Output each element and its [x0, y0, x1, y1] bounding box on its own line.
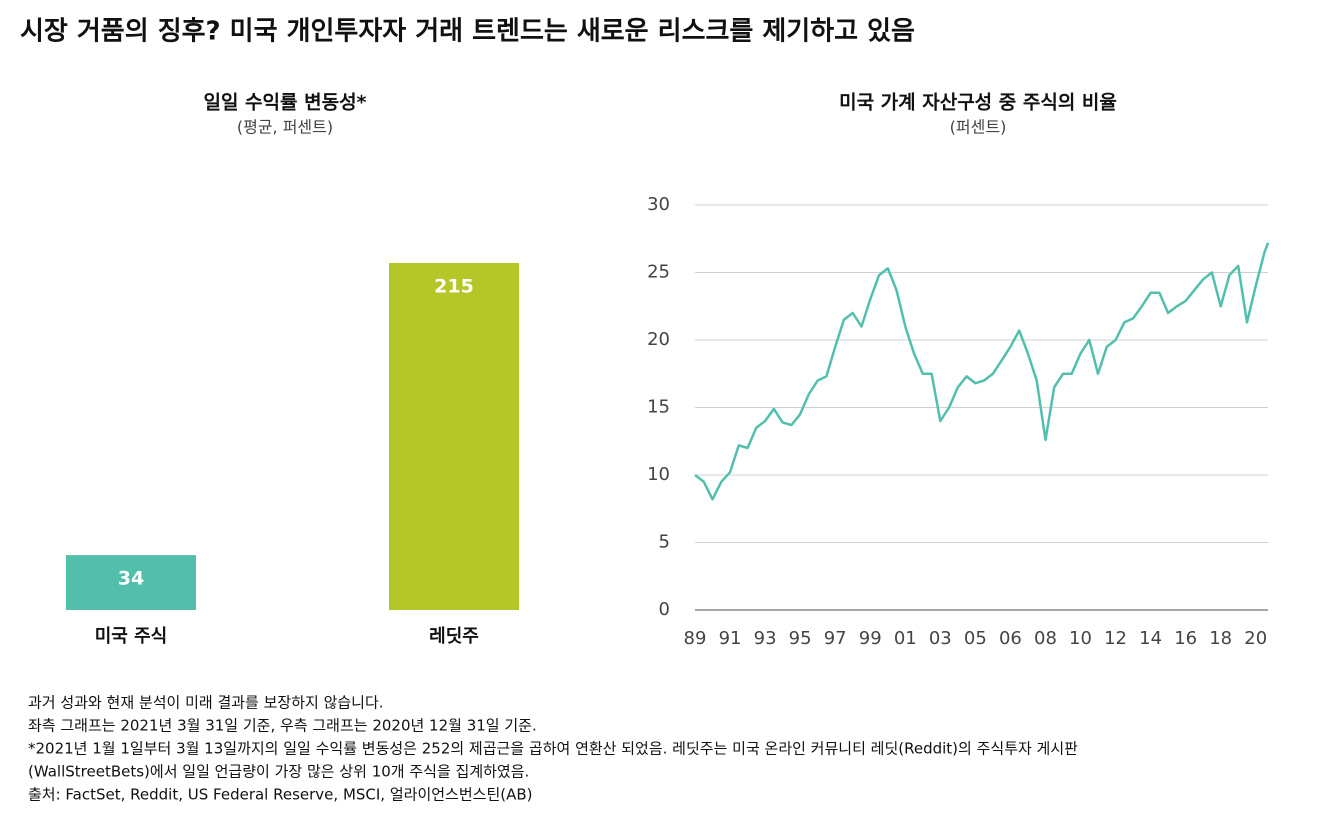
x-tick-label: 06: [999, 628, 1022, 649]
chart-title: 일일 수익률 변동성*: [203, 92, 366, 114]
y-tick-label: 30: [647, 194, 670, 215]
x-tick-label: 05: [964, 628, 987, 649]
footnote: *2021년 1월 1일부터 3월 13일까지의 일일 수익률 변동성은 252…: [28, 740, 1078, 758]
page-title: 시장 거품의 징후? 미국 개인투자자 거래 트렌드는 새로운 리스크를 제기하…: [20, 17, 915, 47]
x-tick-label: 91: [719, 628, 742, 649]
y-tick-label: 20: [647, 329, 670, 350]
value-label: 215: [434, 276, 474, 298]
x-tick-label: 14: [1139, 628, 1162, 649]
category-label: 레딧주: [429, 626, 479, 647]
bar: [66, 555, 196, 610]
line: [694, 242, 1270, 501]
x-tick-label: 01: [894, 628, 917, 649]
value-label: 34: [118, 568, 144, 590]
chart-subtitle: (평균, 퍼센트): [237, 118, 333, 137]
x-tick-label: 97: [824, 628, 847, 649]
y-tick-label: 5: [659, 532, 670, 553]
x-tick-label: 93: [754, 628, 777, 649]
footnote: 좌측 그래프는 2021년 3월 31일 기준, 우측 그래프는 2020년 1…: [28, 717, 537, 735]
x-tick-label: 89: [684, 628, 707, 649]
x-tick-label: 12: [1104, 628, 1127, 649]
category-label: 미국 주식: [95, 626, 168, 647]
x-tick-label: 20: [1244, 628, 1267, 649]
footnote: 출처: FactSet, Reddit, US Federal Reserve,…: [28, 786, 533, 804]
bar: [389, 263, 519, 610]
x-tick-label: 16: [1174, 628, 1197, 649]
x-tick-label: 18: [1209, 628, 1232, 649]
y-tick-label: 15: [647, 397, 670, 418]
footnote: 과거 성과와 현재 분석이 미래 결과를 보장하지 않습니다.: [28, 694, 384, 712]
chart-title: 미국 가계 자산구성 중 주식의 비율: [839, 92, 1117, 114]
x-tick-label: 08: [1034, 628, 1057, 649]
chart-subtitle: (퍼센트): [950, 118, 1007, 137]
y-tick-label: 25: [647, 262, 670, 283]
x-tick-label: 03: [929, 628, 952, 649]
x-tick-label: 10: [1069, 628, 1092, 649]
x-tick-label: 99: [859, 628, 882, 649]
x-tick-label: 95: [789, 628, 812, 649]
y-tick-label: 0: [659, 599, 670, 620]
footnote: (WallStreetBets)에서 일일 언급량이 가장 많은 상위 10개 …: [28, 763, 529, 781]
y-tick-label: 10: [647, 464, 670, 485]
